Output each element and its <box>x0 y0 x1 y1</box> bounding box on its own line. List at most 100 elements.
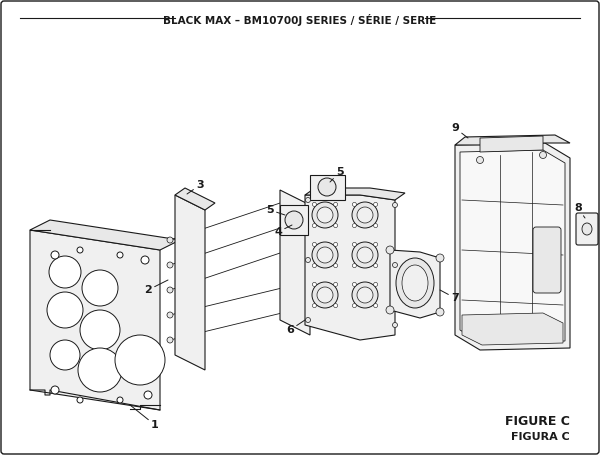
Ellipse shape <box>392 263 398 268</box>
Polygon shape <box>280 205 308 235</box>
Ellipse shape <box>386 306 394 314</box>
Ellipse shape <box>357 207 373 223</box>
Ellipse shape <box>386 246 394 254</box>
Ellipse shape <box>352 282 378 308</box>
Ellipse shape <box>312 202 338 228</box>
Text: 1: 1 <box>130 405 159 430</box>
Ellipse shape <box>77 397 83 403</box>
Ellipse shape <box>313 283 316 286</box>
Ellipse shape <box>352 242 378 268</box>
Polygon shape <box>305 188 405 200</box>
Ellipse shape <box>317 247 333 263</box>
Ellipse shape <box>352 283 356 286</box>
Polygon shape <box>175 195 205 370</box>
Ellipse shape <box>167 337 173 343</box>
Ellipse shape <box>167 237 173 243</box>
Polygon shape <box>455 135 570 145</box>
Ellipse shape <box>49 256 81 288</box>
Ellipse shape <box>402 265 428 301</box>
Ellipse shape <box>476 327 484 334</box>
Text: 9: 9 <box>451 123 468 138</box>
Text: 7: 7 <box>440 290 459 303</box>
Polygon shape <box>390 250 440 318</box>
Ellipse shape <box>313 202 316 207</box>
Text: BLACK MAX – BM10700J SERIES / SÉRIE / SERIE: BLACK MAX – BM10700J SERIES / SÉRIE / SE… <box>163 14 437 26</box>
Ellipse shape <box>352 202 356 207</box>
Ellipse shape <box>392 202 398 207</box>
Ellipse shape <box>80 310 120 350</box>
Ellipse shape <box>334 243 338 247</box>
Ellipse shape <box>117 252 123 258</box>
Ellipse shape <box>334 263 338 268</box>
Polygon shape <box>462 313 563 345</box>
Ellipse shape <box>51 251 59 259</box>
Polygon shape <box>310 175 345 200</box>
Polygon shape <box>30 220 180 250</box>
Text: FIGURA C: FIGURA C <box>511 432 570 442</box>
Ellipse shape <box>141 256 149 264</box>
Ellipse shape <box>115 335 165 385</box>
Ellipse shape <box>305 197 311 202</box>
Ellipse shape <box>313 303 316 308</box>
Ellipse shape <box>78 348 122 392</box>
Ellipse shape <box>334 223 338 228</box>
Ellipse shape <box>374 263 377 268</box>
Polygon shape <box>480 136 543 152</box>
Ellipse shape <box>51 386 59 394</box>
Ellipse shape <box>167 287 173 293</box>
Text: 3: 3 <box>187 180 204 194</box>
Ellipse shape <box>352 263 356 268</box>
Ellipse shape <box>50 340 80 370</box>
Ellipse shape <box>357 247 373 263</box>
Ellipse shape <box>313 263 316 268</box>
Ellipse shape <box>582 223 592 235</box>
Ellipse shape <box>313 223 316 228</box>
Ellipse shape <box>144 391 152 399</box>
Ellipse shape <box>396 258 434 308</box>
Ellipse shape <box>317 287 333 303</box>
Ellipse shape <box>352 243 356 247</box>
Polygon shape <box>305 195 395 340</box>
Ellipse shape <box>167 312 173 318</box>
Ellipse shape <box>117 397 123 403</box>
Ellipse shape <box>312 282 338 308</box>
Text: 5: 5 <box>266 205 285 215</box>
Ellipse shape <box>374 243 377 247</box>
Ellipse shape <box>82 270 118 306</box>
Ellipse shape <box>318 178 336 196</box>
Ellipse shape <box>352 202 378 228</box>
Ellipse shape <box>436 308 444 316</box>
Ellipse shape <box>334 202 338 207</box>
Ellipse shape <box>312 242 338 268</box>
Text: 6: 6 <box>286 320 305 335</box>
Ellipse shape <box>476 157 484 163</box>
Text: 5: 5 <box>330 167 344 182</box>
Ellipse shape <box>305 258 311 263</box>
Ellipse shape <box>539 152 547 158</box>
Ellipse shape <box>334 283 338 286</box>
Ellipse shape <box>167 262 173 268</box>
Ellipse shape <box>352 303 356 308</box>
Ellipse shape <box>374 283 377 286</box>
Ellipse shape <box>539 332 547 339</box>
Ellipse shape <box>77 247 83 253</box>
Ellipse shape <box>305 318 311 323</box>
Ellipse shape <box>352 223 356 228</box>
Ellipse shape <box>374 303 377 308</box>
Ellipse shape <box>285 211 303 229</box>
FancyBboxPatch shape <box>533 227 561 293</box>
Ellipse shape <box>374 223 377 228</box>
Ellipse shape <box>334 303 338 308</box>
Ellipse shape <box>47 292 83 328</box>
FancyBboxPatch shape <box>576 213 598 245</box>
Ellipse shape <box>357 287 373 303</box>
Polygon shape <box>280 190 310 335</box>
Polygon shape <box>175 188 215 210</box>
Ellipse shape <box>317 207 333 223</box>
Ellipse shape <box>436 254 444 262</box>
Text: 2: 2 <box>144 280 168 295</box>
Ellipse shape <box>313 243 316 247</box>
Text: FIGURE C: FIGURE C <box>505 415 570 428</box>
Ellipse shape <box>374 202 377 207</box>
Ellipse shape <box>392 323 398 328</box>
